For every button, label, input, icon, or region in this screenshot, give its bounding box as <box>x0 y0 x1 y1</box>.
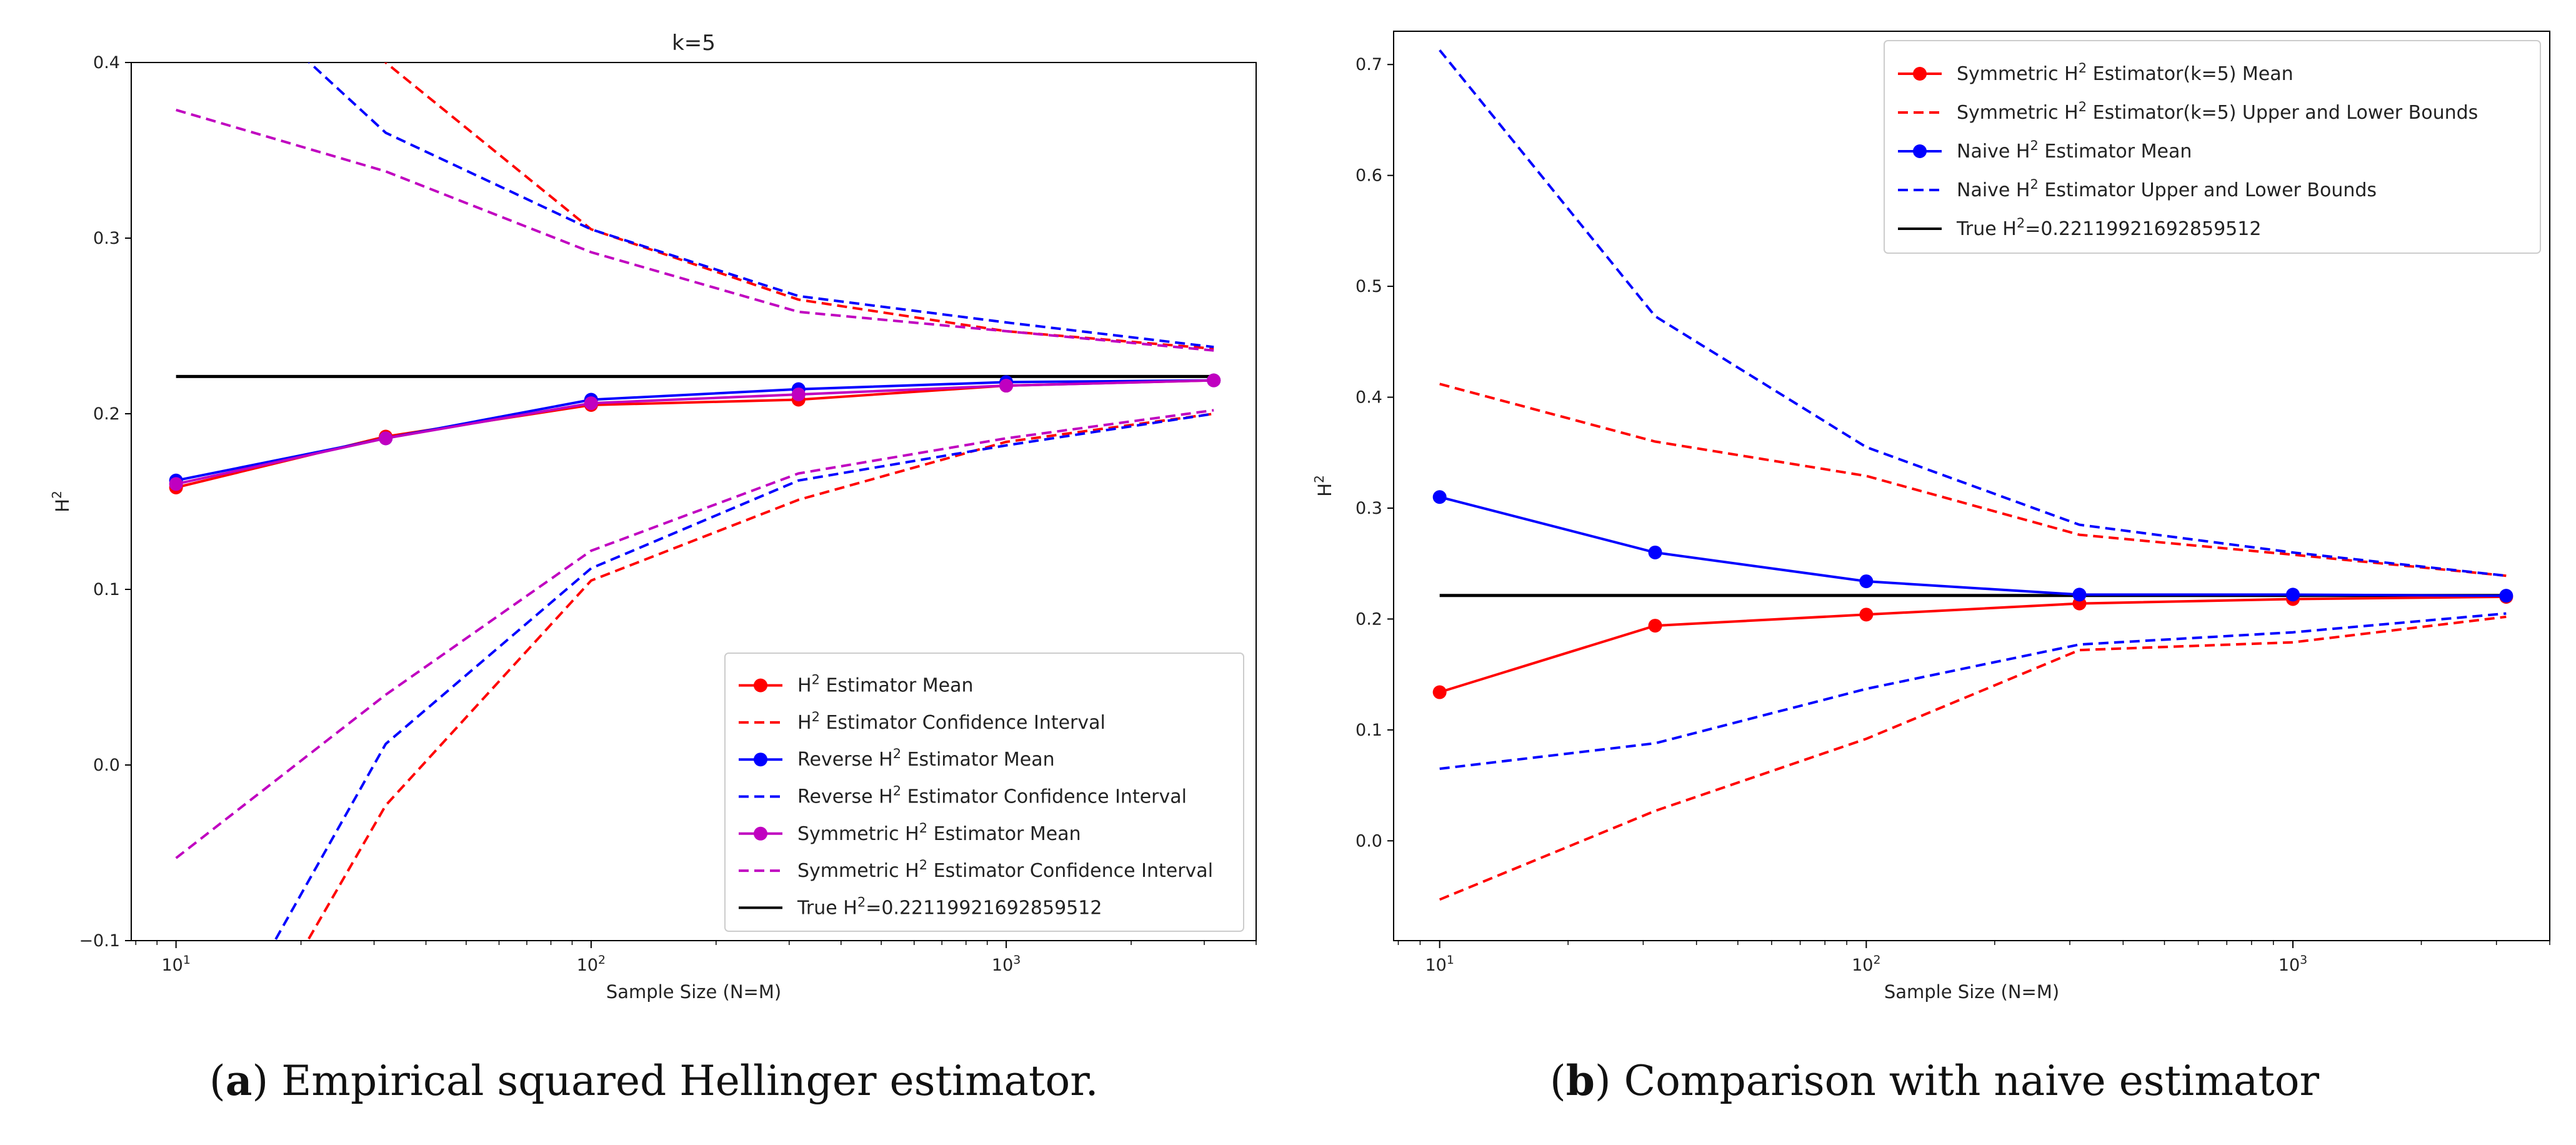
legend-box <box>1884 40 2541 254</box>
series-1-upper-line <box>1439 382 2507 578</box>
legend-entry-label: Symmetric H2 Estimator(k=5) Upper and Lo… <box>1957 99 2478 124</box>
y-tick-label: 0.1 <box>93 580 120 599</box>
plot-area <box>1432 49 2514 901</box>
legend-entry-label: Symmetric H2 Estimator(k=5) Mean <box>1957 61 2294 85</box>
series-5-upper-line <box>176 108 1214 352</box>
x-tick-label: 103 <box>2279 953 2307 975</box>
legend-entry-label: Reverse H2 Estimator Confidence Interval <box>797 784 1187 808</box>
series-2-mean-line <box>1439 496 2507 598</box>
series-3-upper-line <box>307 62 1214 349</box>
series-2-point <box>1648 545 1662 559</box>
series-0-point <box>1432 685 1447 699</box>
y-tick-label: 0.2 <box>1355 609 1382 629</box>
y-tick-label: 0.0 <box>93 756 120 775</box>
caption-a-letter: a <box>225 1056 252 1105</box>
series-1-lower-line <box>1439 615 2507 901</box>
y-tick-label: 0.3 <box>93 229 120 248</box>
series-2-point <box>2285 588 2300 602</box>
series-4-point <box>999 379 1014 393</box>
axes-frame <box>1393 31 2550 941</box>
legend-marker <box>754 678 767 692</box>
legend: H2 Estimator Mean H2 Estimator Confidence… <box>724 652 1244 932</box>
y-tick-label: 0.6 <box>1355 166 1382 186</box>
y-tick-label: 0.5 <box>1355 277 1382 296</box>
plot-area <box>169 62 1221 941</box>
y-tick-label: 0.7 <box>1355 55 1382 74</box>
x-tick-label: 103 <box>992 953 1021 975</box>
legend-entry-label: True H2=0.22119921692859512 <box>1956 216 2261 240</box>
legend-entry-label: Naive H2 Estimator Mean <box>1957 138 2192 162</box>
y-tick-label: 0.4 <box>1355 388 1382 408</box>
series-2-point <box>2499 589 2514 603</box>
legend-entry-label: H2 Estimator Confidence Interval <box>797 709 1106 734</box>
series-3-lower-line <box>1439 612 2507 770</box>
legend-box <box>724 652 1244 932</box>
series-2-point <box>2072 588 2087 602</box>
legend-marker <box>1913 144 1927 158</box>
series-0-point <box>1859 608 1874 622</box>
legend-entry-label: Symmetric H2 Estimator Mean <box>797 821 1081 845</box>
series-1-lower-line <box>306 412 1214 941</box>
x-tick-label: 102 <box>577 953 606 975</box>
x-tick-label: 101 <box>161 953 190 975</box>
caption-b-letter: b <box>1565 1056 1595 1105</box>
y-tick-label: 0.2 <box>93 404 120 424</box>
series-4-mean-line <box>176 379 1214 486</box>
caption-b: (b) Comparison with naive estimator <box>1550 1056 2319 1105</box>
series-4-point <box>169 477 183 491</box>
series-4-point <box>1207 373 1221 388</box>
series-2-point <box>1432 490 1447 504</box>
legend-entry-label: Naive H2 Estimator Upper and Lower Bound… <box>1957 177 2377 201</box>
series-2-point <box>1859 574 1874 589</box>
chart-title: k=5 <box>672 31 716 56</box>
legend-entry-label: H2 Estimator Mean <box>797 672 974 697</box>
series-0-mean-line <box>1439 595 2507 694</box>
caption-a-text: Empirical squared Hellinger estimator. <box>268 1057 1099 1105</box>
series-4-point <box>584 396 598 411</box>
x-axis-label: Sample Size (N=M) <box>1884 981 2059 1002</box>
legend-entry-label: Symmetric H2 Estimator Confidence Interv… <box>797 858 1213 882</box>
series-5-lower-line <box>175 409 1214 859</box>
legend-marker <box>754 752 767 767</box>
chart-panel-b: 0.0 0.1 0.2 0.3 0.4 0.5 0.6 0.7 101 102 103 Sample … <box>1312 31 2550 1002</box>
x-tick-label: 102 <box>1852 953 1880 975</box>
series-4-point <box>791 388 806 402</box>
y-tick-label: −0.1 <box>79 931 120 951</box>
legend-entry-label: True H2=0.22119921692859512 <box>797 894 1102 919</box>
y-tick-label: 0.3 <box>1355 499 1382 518</box>
chart-panel-a: −0.1 0.0 0.1 0.2 0.3 0.4 101 102 103 Sample Size … <box>49 31 1257 1002</box>
caption-b-text: Comparison with naive estimator <box>1610 1057 2319 1105</box>
y-tick-label: 0.1 <box>1355 721 1382 740</box>
y-tick-label: 0.4 <box>93 53 120 72</box>
caption-a: (a) Empirical squared Hellinger estimato… <box>209 1056 1099 1105</box>
legend-marker <box>1913 67 1927 81</box>
y-axis-label: H2 <box>1312 475 1335 497</box>
x-tick-label: 101 <box>1425 953 1454 975</box>
x-axis-label: Sample Size (N=M) <box>606 981 781 1002</box>
series-0-point <box>1648 619 1662 633</box>
y-axis-label: H2 <box>49 491 73 512</box>
legend-marker <box>754 826 767 841</box>
series-3-upper-line <box>1439 49 2507 578</box>
axes-frame <box>131 62 1257 941</box>
legend: Symmetric H2 Estimator(k=5) Mean Symmetri… <box>1884 40 2541 254</box>
series-0-mean-line <box>176 379 1214 489</box>
legend-entry-label: Reverse H2 Estimator Mean <box>797 746 1055 771</box>
series-4-point <box>379 431 393 446</box>
y-tick-label: 0.0 <box>1355 831 1382 851</box>
